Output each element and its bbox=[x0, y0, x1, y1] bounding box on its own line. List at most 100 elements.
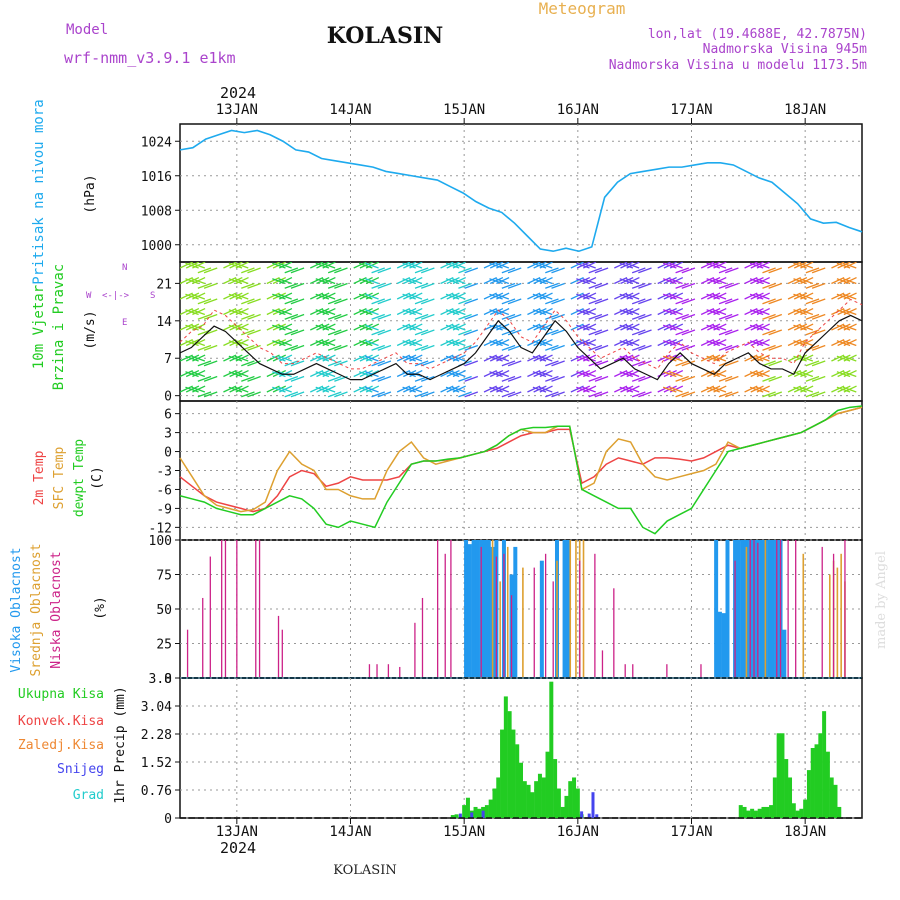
wind-arrow bbox=[700, 262, 715, 269]
wind-arrow bbox=[272, 338, 287, 347]
wind-arrow bbox=[533, 292, 547, 300]
wind-arrow bbox=[197, 344, 212, 351]
wind-arrow bbox=[657, 292, 671, 300]
wind-arrow bbox=[464, 313, 479, 320]
cloud-bar bbox=[725, 540, 730, 678]
wind-arrow bbox=[203, 267, 218, 274]
wind-arrow bbox=[831, 323, 845, 331]
precip-bar bbox=[496, 777, 501, 818]
precip-bar bbox=[757, 808, 762, 818]
precip-bar bbox=[511, 729, 516, 818]
cloud-bar bbox=[734, 560, 736, 678]
cloud-bar bbox=[414, 622, 416, 678]
wind-arrow bbox=[842, 355, 857, 362]
wind-arrow bbox=[669, 293, 683, 300]
wind-arrow bbox=[284, 391, 299, 398]
wind-arrow bbox=[749, 262, 764, 269]
wind-arrow bbox=[588, 267, 603, 274]
wind-arrow bbox=[805, 313, 820, 320]
wind-arrow bbox=[440, 307, 454, 316]
wind-arrow bbox=[402, 324, 416, 331]
wind-arrow bbox=[793, 324, 807, 331]
temp-label-2m: 2m Temp bbox=[32, 450, 47, 505]
wind-arrow bbox=[762, 298, 776, 305]
wind-arrow bbox=[483, 276, 497, 285]
wind-arrow bbox=[310, 354, 324, 362]
wind-arrow bbox=[681, 282, 696, 289]
wind-arrow bbox=[706, 340, 720, 347]
wind-arrow bbox=[403, 292, 417, 300]
wind-arrow bbox=[527, 307, 541, 316]
wind-arrow bbox=[576, 340, 590, 347]
wind-arrow bbox=[787, 307, 801, 316]
wind-arrow bbox=[836, 371, 851, 378]
cloud-bar bbox=[749, 540, 751, 678]
wind-arrow bbox=[234, 262, 249, 269]
wind-arrow bbox=[681, 375, 696, 382]
wind-arrow bbox=[527, 369, 541, 378]
wind-arrow bbox=[377, 329, 392, 336]
wind-arrow bbox=[787, 276, 801, 285]
wind-arrow bbox=[185, 276, 200, 285]
wind-arrow bbox=[799, 371, 814, 378]
precip-legend-convective: Konvek.Kisa bbox=[18, 714, 104, 729]
wind-arrow bbox=[836, 340, 851, 347]
wind-arrow bbox=[712, 386, 727, 393]
wind-arrow bbox=[396, 307, 411, 316]
cloud-label-low: Niska Oblacnost bbox=[49, 551, 64, 668]
wind-arrow bbox=[799, 262, 814, 269]
wind-arrow bbox=[836, 278, 851, 285]
wind-arrow bbox=[837, 292, 851, 300]
wind-arrow bbox=[234, 340, 249, 347]
wind-arrow bbox=[619, 340, 634, 347]
precip-bar bbox=[564, 795, 569, 818]
wind-arrow bbox=[811, 360, 826, 367]
temp-unit: (C) bbox=[90, 466, 105, 489]
cloud-bar bbox=[666, 664, 668, 678]
wind-arrow bbox=[228, 371, 243, 378]
wind-arrow bbox=[241, 282, 255, 289]
wind-arrow bbox=[358, 324, 373, 331]
wind-arrow bbox=[191, 324, 206, 331]
wind-arrow bbox=[241, 329, 255, 336]
wind-arrow bbox=[185, 371, 199, 378]
precip-bar bbox=[545, 751, 550, 818]
wind-arrow bbox=[614, 385, 628, 393]
pressure-panel: 1000 1008 1016 1024 bbox=[141, 123, 863, 263]
wind-arrow bbox=[229, 369, 243, 378]
wind-arrow bbox=[805, 298, 820, 305]
wind-arrow bbox=[594, 313, 609, 320]
ytick-label: 100 bbox=[149, 534, 172, 549]
wind-arrow bbox=[403, 276, 417, 285]
wind-arrow bbox=[793, 355, 807, 362]
wind-arrow bbox=[452, 386, 466, 393]
wind-arrow bbox=[663, 276, 677, 285]
ytick-label: 1024 bbox=[141, 135, 172, 150]
wind-arrow bbox=[185, 369, 200, 378]
wind-arrow bbox=[756, 324, 770, 331]
wind-arrow bbox=[707, 385, 721, 393]
wind-arrow bbox=[799, 355, 814, 362]
wind-arrow bbox=[545, 329, 559, 336]
wind-arrow bbox=[316, 385, 330, 393]
wind-arrow bbox=[582, 340, 596, 347]
wind-arrow bbox=[793, 338, 808, 347]
wind-arrow bbox=[576, 386, 590, 393]
wind-arrow bbox=[614, 369, 628, 378]
wind-arrow bbox=[483, 292, 497, 300]
wind-arrow bbox=[377, 375, 392, 382]
wind-arrow bbox=[831, 354, 845, 362]
wind-arrow bbox=[532, 386, 547, 393]
wind-arrow bbox=[408, 293, 423, 300]
wind-arrow bbox=[191, 340, 206, 347]
wind-arrow bbox=[402, 340, 416, 347]
wind-arrow bbox=[570, 276, 584, 285]
wind-arrow bbox=[408, 324, 423, 331]
wind-arrow bbox=[718, 298, 733, 305]
wind-arrow bbox=[799, 293, 814, 300]
wind-arrow bbox=[403, 262, 417, 269]
model-label: Model bbox=[66, 22, 108, 38]
wind-arrow bbox=[576, 307, 591, 316]
wind-arrow bbox=[631, 375, 646, 382]
wind-arrow bbox=[594, 298, 609, 305]
